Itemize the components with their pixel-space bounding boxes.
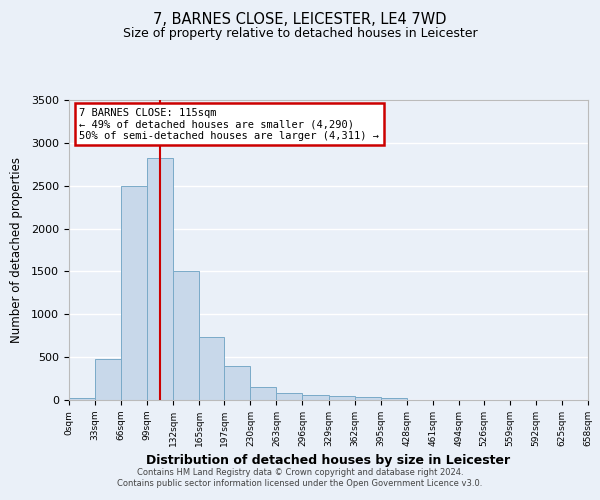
Bar xyxy=(250,387,277,400)
Bar xyxy=(380,398,407,400)
Bar xyxy=(95,359,121,400)
Bar xyxy=(69,398,95,400)
Bar xyxy=(277,392,302,400)
Bar xyxy=(224,366,250,400)
Text: Size of property relative to detached houses in Leicester: Size of property relative to detached ho… xyxy=(122,28,478,40)
Bar xyxy=(147,158,173,400)
Bar xyxy=(199,336,224,400)
Bar xyxy=(173,270,199,400)
Bar xyxy=(355,396,380,400)
Bar xyxy=(302,395,329,400)
Text: Contains HM Land Registry data © Crown copyright and database right 2024.
Contai: Contains HM Land Registry data © Crown c… xyxy=(118,468,482,487)
Y-axis label: Number of detached properties: Number of detached properties xyxy=(10,157,23,343)
Bar xyxy=(329,396,355,400)
Text: 7, BARNES CLOSE, LEICESTER, LE4 7WD: 7, BARNES CLOSE, LEICESTER, LE4 7WD xyxy=(153,12,447,28)
X-axis label: Distribution of detached houses by size in Leicester: Distribution of detached houses by size … xyxy=(146,454,511,468)
Bar xyxy=(121,186,147,400)
Text: 7 BARNES CLOSE: 115sqm
← 49% of detached houses are smaller (4,290)
50% of semi-: 7 BARNES CLOSE: 115sqm ← 49% of detached… xyxy=(79,108,379,140)
